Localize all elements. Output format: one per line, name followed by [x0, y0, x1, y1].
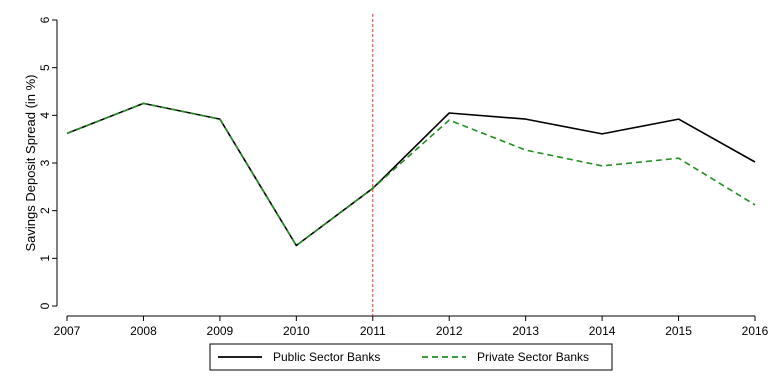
y-tick-label: 5 [38, 64, 52, 71]
x-tick-label: 2008 [130, 324, 157, 338]
y-tick-label: 6 [38, 16, 52, 23]
x-tick-label: 2015 [665, 324, 692, 338]
legend-label: Public Sector Banks [273, 350, 380, 364]
y-axis-title: Savings Deposit Spread (in %) [23, 74, 38, 251]
y-tick-label: 2 [38, 207, 52, 214]
series-line-private-sector-banks [66, 102, 756, 247]
legend: Public Sector Banks Private Sector Banks [209, 343, 613, 371]
series-line-public-sector-banks [66, 102, 756, 247]
x-tick-label: 2014 [589, 324, 616, 338]
series-group [66, 102, 756, 247]
x-tick-label: 2012 [436, 324, 463, 338]
x-tick-label: 2007 [54, 324, 81, 338]
x-tick-label: 2011 [360, 324, 386, 338]
legend-label: Private Sector Banks [477, 350, 589, 364]
y-tick-label: 0 [38, 302, 52, 309]
axes: 0 1 2 3 4 5 6 2007 2008 2009 2010 2011 2012 2013 2014 2… [38, 16, 768, 338]
x-tick-label: 2016 [742, 324, 769, 338]
x-tick-label: 2010 [283, 324, 310, 338]
y-tick-label: 4 [38, 112, 52, 119]
legend-box [209, 343, 613, 371]
x-tick-label: 2013 [512, 324, 539, 338]
y-tick-label: 3 [38, 159, 52, 166]
x-tick-label: 2009 [207, 324, 234, 338]
y-tick-label: 1 [38, 255, 52, 262]
